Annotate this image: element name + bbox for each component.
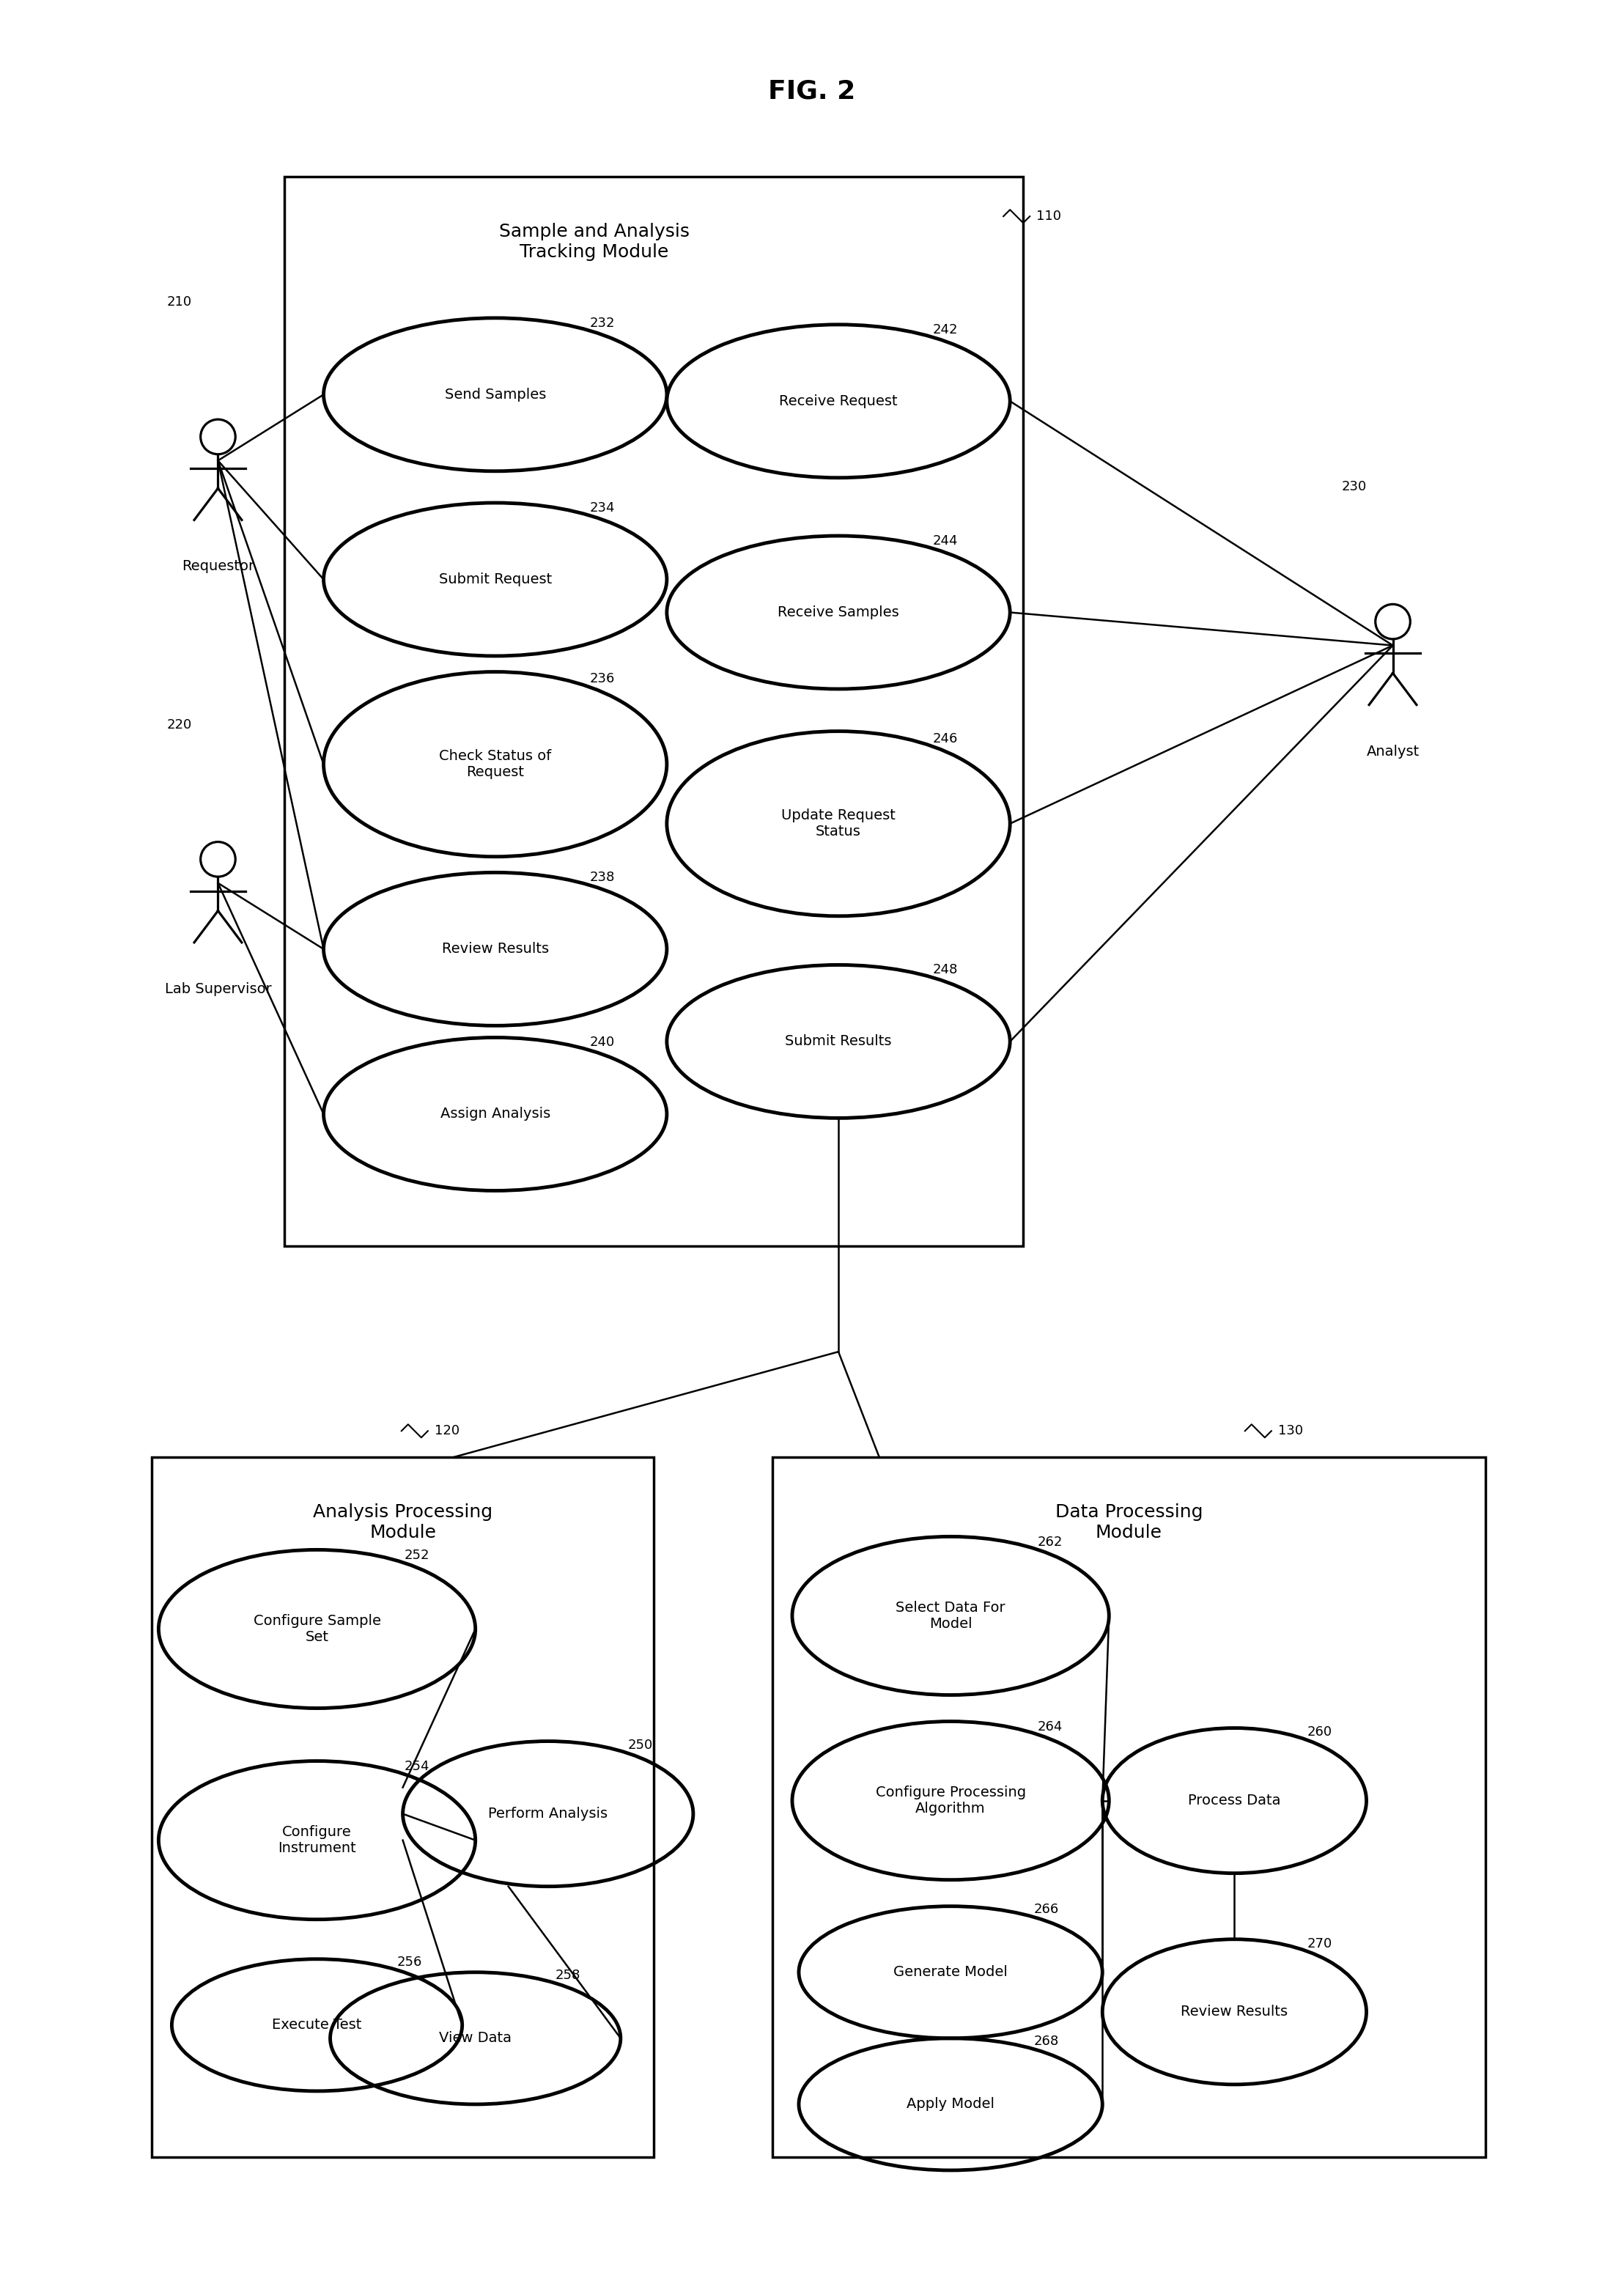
Bar xyxy=(773,1458,1486,2158)
Text: Update Request
Status: Update Request Status xyxy=(781,810,895,839)
Text: 130: 130 xyxy=(1278,1423,1302,1437)
Text: Review Results: Review Results xyxy=(442,942,549,956)
Text: Configure Sample
Set: Configure Sample Set xyxy=(253,1615,380,1645)
Text: 120: 120 xyxy=(435,1423,460,1437)
Text: Generate Model: Generate Model xyxy=(893,1966,1009,1980)
Text: Send Samples: Send Samples xyxy=(445,388,546,401)
Text: 252: 252 xyxy=(404,1549,429,1562)
Text: Sample and Analysis
Tracking Module: Sample and Analysis Tracking Module xyxy=(499,224,690,260)
Text: Lab Supervisor: Lab Supervisor xyxy=(164,983,271,997)
Text: 230: 230 xyxy=(1341,481,1366,493)
Text: 268: 268 xyxy=(1034,2035,1059,2048)
Text: Perform Analysis: Perform Analysis xyxy=(489,1807,607,1820)
Text: 246: 246 xyxy=(932,732,958,746)
Text: Analyst: Analyst xyxy=(1366,744,1419,757)
Text: 270: 270 xyxy=(1307,1937,1332,1950)
Text: Data Processing
Module: Data Processing Module xyxy=(1056,1503,1203,1542)
Text: 258: 258 xyxy=(555,1969,580,1982)
Text: 262: 262 xyxy=(1038,1535,1064,1549)
Text: Configure Processing
Algorithm: Configure Processing Algorithm xyxy=(875,1786,1026,1816)
Text: Analysis Processing
Module: Analysis Processing Module xyxy=(313,1503,492,1542)
Text: 264: 264 xyxy=(1038,1720,1064,1734)
Text: Submit Request: Submit Request xyxy=(438,573,552,586)
Text: Requestor: Requestor xyxy=(182,559,255,573)
Text: Submit Results: Submit Results xyxy=(784,1036,892,1049)
Text: 244: 244 xyxy=(932,534,958,547)
Text: Apply Model: Apply Model xyxy=(906,2096,994,2112)
Text: Select Data For
Model: Select Data For Model xyxy=(896,1601,1005,1631)
Text: 232: 232 xyxy=(590,317,615,328)
Text: 254: 254 xyxy=(404,1759,429,1772)
Text: Review Results: Review Results xyxy=(1181,2005,1288,2019)
Text: 236: 236 xyxy=(590,673,615,687)
Text: Receive Samples: Receive Samples xyxy=(778,604,900,620)
Text: 250: 250 xyxy=(628,1738,653,1752)
Text: View Data: View Data xyxy=(438,2032,512,2046)
Text: 240: 240 xyxy=(590,1036,614,1049)
Bar xyxy=(153,1458,653,2158)
Text: 234: 234 xyxy=(590,502,615,513)
Text: Receive Request: Receive Request xyxy=(780,395,898,408)
Text: 248: 248 xyxy=(932,963,958,976)
Text: Configure
Instrument: Configure Instrument xyxy=(278,1825,356,1854)
Text: 220: 220 xyxy=(167,719,192,732)
Text: 260: 260 xyxy=(1307,1727,1332,1738)
Text: 256: 256 xyxy=(396,1955,422,1969)
Text: FIG. 2: FIG. 2 xyxy=(768,78,856,103)
Text: 242: 242 xyxy=(932,324,958,335)
Text: Check Status of
Request: Check Status of Request xyxy=(438,748,551,780)
Text: 266: 266 xyxy=(1034,1902,1059,1916)
Text: Execute Test: Execute Test xyxy=(273,2019,362,2032)
Text: 110: 110 xyxy=(1036,210,1062,224)
Text: 210: 210 xyxy=(167,297,192,308)
Text: Assign Analysis: Assign Analysis xyxy=(440,1106,551,1120)
Bar xyxy=(284,176,1023,1245)
Text: 238: 238 xyxy=(590,871,615,885)
Text: Process Data: Process Data xyxy=(1189,1793,1281,1807)
